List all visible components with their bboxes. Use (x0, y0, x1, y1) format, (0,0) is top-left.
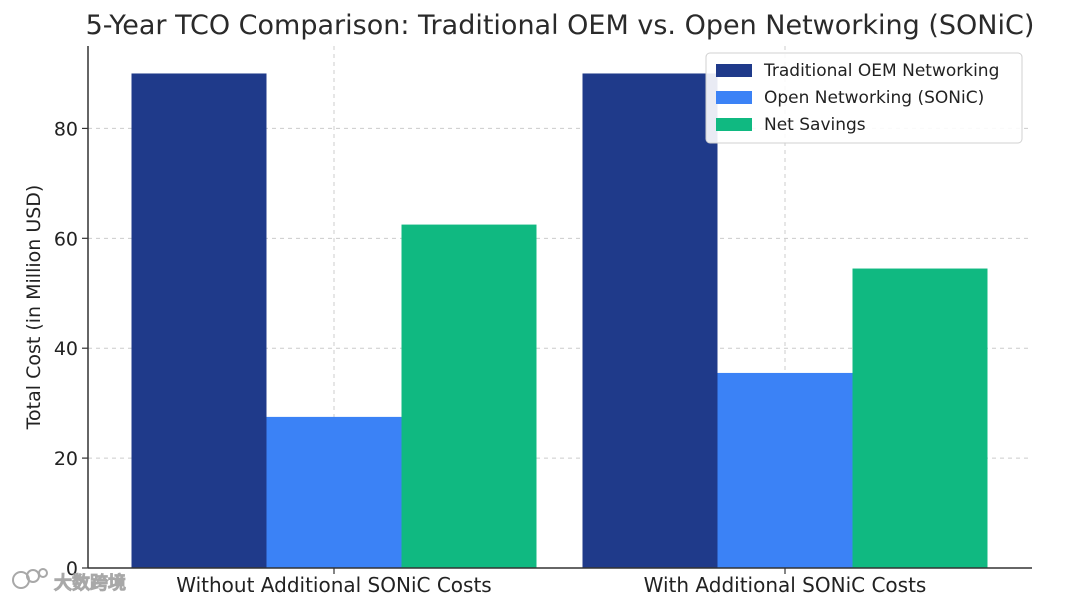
legend-swatch-traditional-oem-networking (716, 64, 752, 77)
axes-layer: 0 20 40 60 80 Without Additional SONiC Costs W… (54, 46, 1032, 597)
legend-label-traditional-oem-networking: Traditional OEM Networking (763, 61, 999, 81)
legend-label-net-savings: Net Savings (764, 115, 866, 135)
bars-layer (131, 73, 988, 568)
bar-net-savings-0 (401, 224, 537, 568)
x-tick-label-1: With Additional SONiC Costs (644, 573, 927, 597)
bar-traditional-oem-networking-0 (131, 73, 267, 568)
watermark-text: 大数跨境 (54, 572, 126, 594)
legend: Traditional OEM Networking Open Networkin… (705, 52, 1023, 144)
bar-open-networking-sonic--1 (717, 372, 853, 568)
y-tick-label-80: 80 (54, 118, 78, 140)
y-tick-label-60: 60 (54, 228, 78, 250)
chart-title: 5-Year TCO Comparison: Traditional OEM v… (86, 10, 1035, 41)
y-axis-label: Total Cost (in Million USD) (23, 185, 45, 431)
legend-swatch-net-savings (716, 118, 752, 131)
logo-mark-icon (12, 568, 48, 589)
x-tick-label-0: Without Additional SONiC Costs (176, 573, 491, 597)
legend-swatch-open-networking-sonic- (716, 91, 752, 104)
bar-traditional-oem-networking-1 (582, 73, 718, 568)
bar-open-networking-sonic--0 (266, 416, 402, 568)
watermark: 大数跨境 (12, 568, 126, 594)
y-tick-label-20: 20 (54, 448, 78, 470)
y-tick-label-40: 40 (54, 338, 78, 360)
bar-net-savings-1 (852, 268, 988, 568)
legend-label-open-networking-sonic-: Open Networking (SONiC) (764, 88, 984, 108)
legend-box (705, 52, 1023, 144)
y-tick-label-0: 0 (66, 558, 78, 580)
